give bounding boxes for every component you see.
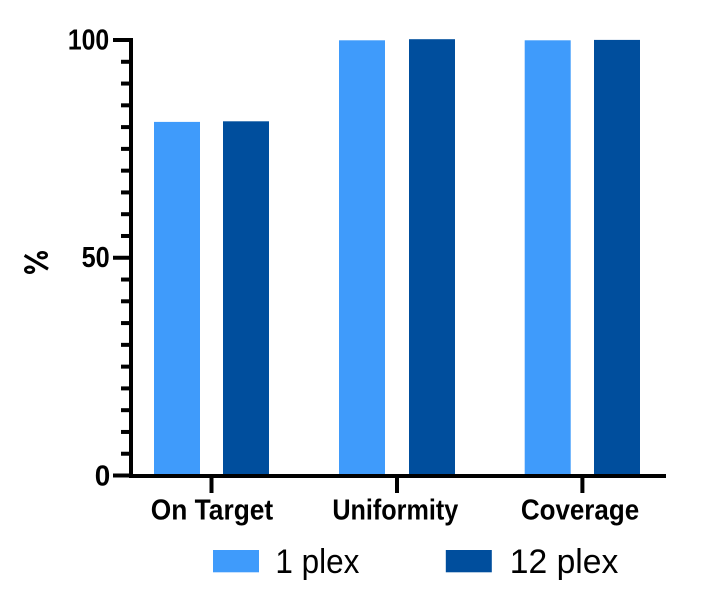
svg-text:100: 100 <box>68 25 109 57</box>
svg-text:50: 50 <box>82 242 110 274</box>
svg-text:1 plex: 1 plex <box>275 543 359 581</box>
svg-text:Uniformity: Uniformity <box>332 494 458 526</box>
svg-text:Coverage: Coverage <box>521 494 639 526</box>
svg-text:On Target: On Target <box>151 494 274 526</box>
svg-text:12 plex: 12 plex <box>510 543 619 581</box>
svg-text:0: 0 <box>95 460 111 492</box>
